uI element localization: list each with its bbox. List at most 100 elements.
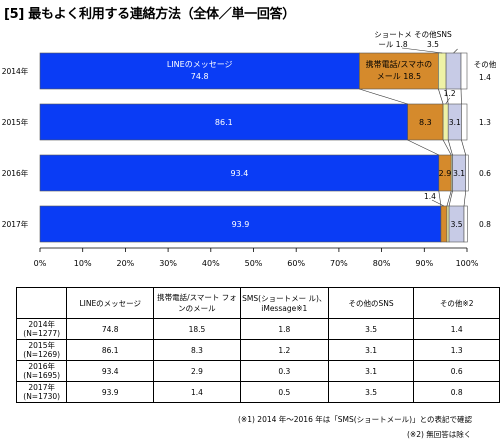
series-connector — [448, 190, 453, 207]
table-corner-cell — [15, 287, 68, 319]
data-table: LINEのメッセージ 携帯電話/スマート フォンのメール SMS(ショートメー … — [15, 287, 500, 403]
callout-line — [431, 199, 445, 207]
cell-mail: 2.9 — [153, 360, 241, 382]
callout-line — [401, 47, 443, 54]
table-header-mail: 携帯電話/スマート フォンのメール — [153, 287, 241, 319]
data-label: 8.3 — [419, 118, 432, 127]
data-label: 1.4 — [424, 192, 436, 201]
seg-line — [39, 154, 440, 192]
data-label: 3.5 — [427, 40, 439, 49]
table-row: 2015年 (N=1269) 86.1 8.3 1.2 3.1 1.3 — [15, 339, 500, 361]
cell-other: 1.4 — [413, 318, 500, 340]
data-label: 3.1 — [449, 118, 461, 127]
row-year-cell: 2016年 (N=1695) — [15, 360, 68, 382]
table-row: 2016年 (N=1695) 93.4 2.9 0.3 3.1 0.6 — [15, 360, 500, 382]
table-row: 2017年 (N=1730) 93.9 1.4 0.5 3.5 0.8 — [15, 381, 500, 403]
cell-other-sns: 3.1 — [327, 360, 415, 382]
series-connector — [438, 190, 442, 207]
data-label: 74.8 — [191, 72, 209, 81]
seg-other — [460, 52, 468, 90]
table-header-other-sns: その他のSNS — [327, 287, 415, 319]
cell-other-sns: 3.5 — [327, 318, 415, 340]
series-name-label: その他SNS — [414, 29, 452, 39]
row-year: 2016年 — [28, 362, 55, 371]
row-n: (N=1269) — [23, 350, 61, 359]
category-label: 2016年 — [2, 168, 29, 178]
series-connector — [359, 88, 408, 105]
table-header-line: LINEのメッセージ — [66, 287, 155, 319]
table-header-row: LINEのメッセージ 携帯電話/スマート フォンのメール SMS(ショートメー … — [15, 287, 500, 319]
cell-sms: 1.8 — [239, 318, 329, 340]
cell-mail: 18.5 — [153, 318, 241, 340]
row-year-cell: 2017年 (N=1730) — [15, 381, 68, 403]
seg-line — [39, 52, 360, 90]
row-year-cell: 2015年 (N=1269) — [15, 339, 68, 361]
data-label: 0.6 — [479, 169, 491, 178]
series-connector — [446, 190, 452, 207]
cell-other: 1.3 — [413, 339, 500, 361]
x-tick-label: 70% — [330, 259, 348, 268]
data-label: 2.9 — [439, 169, 452, 178]
callout-line — [453, 48, 458, 54]
data-label: 93.4 — [231, 169, 249, 178]
row-year: 2015年 — [28, 341, 55, 350]
data-label: 1.4 — [479, 73, 491, 82]
series-connector — [461, 139, 467, 156]
series-connector — [442, 139, 452, 156]
x-tick-label: 10% — [74, 259, 92, 268]
cell-line: 86.1 — [66, 339, 155, 361]
series-name-label: ショートメ — [374, 30, 412, 39]
x-tick-label: 60% — [287, 259, 305, 268]
x-tick-label: 30% — [159, 259, 177, 268]
seg-other-sns — [445, 52, 462, 90]
row-year: 2017年 — [28, 383, 55, 392]
data-label: 3.5 — [451, 220, 463, 229]
cell-other: 0.6 — [413, 360, 500, 382]
stacked-bar-chart: 2014年 2015年 2016年 2017年 0% 10% 20% 30% 40% 50% 60%… — [2, 29, 497, 268]
row-n: (N=1695) — [23, 371, 61, 380]
x-tick-label: 90% — [415, 259, 433, 268]
row-n: (N=1277) — [23, 329, 61, 338]
chart-title: [5] 最もよく利用する連絡方法（全体／単一回答） — [4, 7, 295, 22]
data-label: 3.1 — [453, 169, 465, 178]
category-label: 2014年 — [2, 66, 29, 76]
cell-line: 93.9 — [66, 381, 155, 403]
data-label: 86.1 — [215, 118, 233, 127]
seg-other — [461, 103, 468, 141]
data-label: 1.2 — [444, 89, 456, 98]
table-header-sms: SMS(ショートメー ル)、iMessage※1 — [239, 287, 329, 319]
cell-line: 93.4 — [66, 360, 155, 382]
seg-other — [465, 154, 469, 192]
x-tick-label: 50% — [245, 259, 263, 268]
series-name-label: その他 — [474, 59, 497, 69]
series-name-label: メール 18.5 — [377, 72, 421, 81]
data-label: 0.8 — [479, 220, 491, 229]
series-connector — [463, 190, 467, 207]
x-tick-label: 0% — [34, 259, 47, 268]
seg-mail — [359, 52, 439, 90]
seg-sms — [438, 52, 447, 90]
series-name-label: ール 1.8 — [378, 40, 408, 49]
series-connector — [438, 88, 444, 105]
cell-line: 74.8 — [66, 318, 155, 340]
seg-mail — [440, 205, 448, 243]
table-row: 2014年 (N=1277) 74.8 18.5 1.8 3.5 1.4 — [15, 318, 500, 340]
data-label: 93.9 — [232, 220, 250, 229]
category-label: 2017年 — [2, 219, 29, 229]
seg-mail — [407, 103, 444, 141]
series-connector — [447, 139, 453, 156]
series-connector — [407, 139, 439, 156]
callout-line — [445, 97, 450, 105]
seg-other — [463, 205, 468, 243]
series-connector — [445, 88, 449, 105]
data-label: 1.3 — [479, 118, 491, 127]
cell-other-sns: 3.1 — [327, 339, 415, 361]
x-tick-label: 80% — [373, 259, 391, 268]
series-name-label: LINEのメッセージ — [167, 60, 233, 69]
footnote-1: (※1) 2014 年～2016 年は「SMS(ショートメール)」との表記で確認 — [238, 415, 473, 424]
cell-mail: 8.3 — [153, 339, 241, 361]
seg-sms — [446, 205, 450, 243]
table-header-other: その他※2 — [413, 287, 500, 319]
cell-other-sns: 3.5 — [327, 381, 415, 403]
x-tick-label: 20% — [117, 259, 135, 268]
